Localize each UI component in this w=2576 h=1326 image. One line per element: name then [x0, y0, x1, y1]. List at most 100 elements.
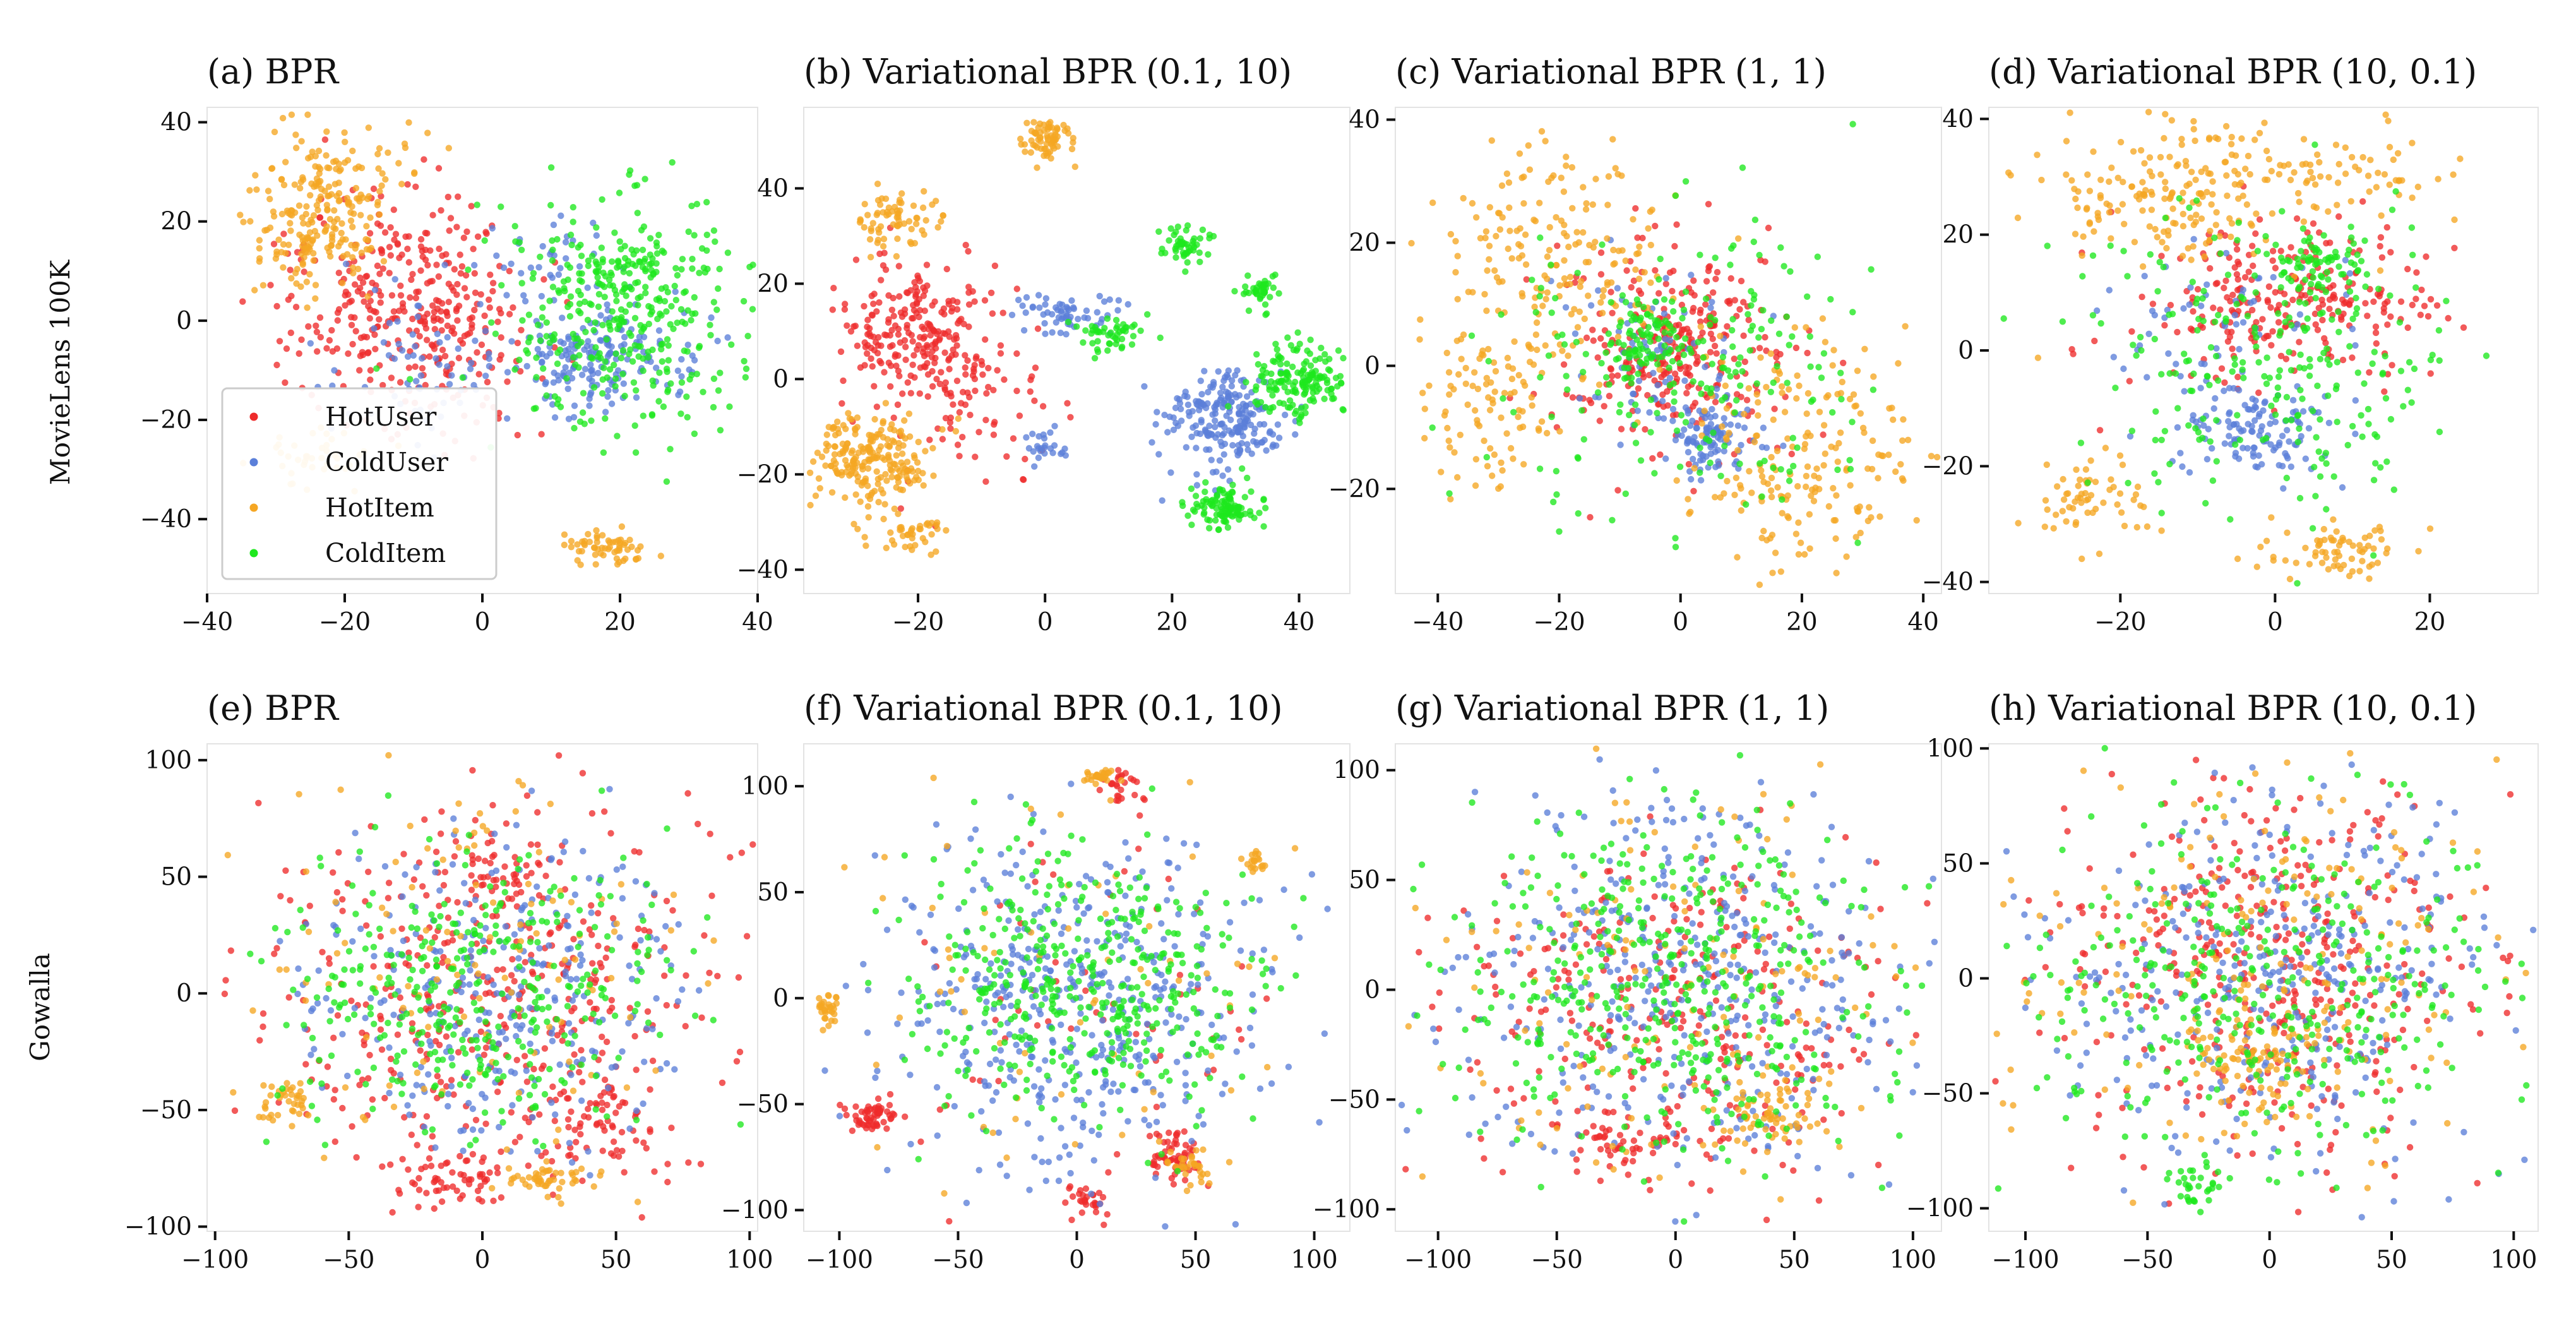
scatter-point [886, 343, 894, 350]
scatter-point [1216, 457, 1224, 464]
scatter-point [1496, 226, 1504, 233]
scatter-point [253, 186, 260, 193]
scatter-point [2144, 374, 2150, 381]
scatter-point [350, 210, 357, 217]
scatter-point [857, 498, 864, 505]
scatter-point [954, 320, 962, 327]
scatter-point [596, 350, 603, 357]
scatter-point [887, 466, 895, 473]
scatter-point [1499, 278, 1506, 285]
scatter-point [371, 331, 378, 338]
scatter-point [626, 301, 633, 308]
scatter-point [316, 314, 324, 321]
scatter-point [834, 418, 841, 426]
scatter-point [2382, 395, 2390, 402]
scatter-point [1689, 308, 1696, 315]
scatter-point [1913, 517, 1920, 524]
scatter-point [1703, 424, 1710, 431]
scatter-point [1580, 229, 1587, 236]
scatter-point [1902, 323, 1909, 330]
scatter-point [871, 415, 878, 423]
scatter-point [2090, 228, 2097, 235]
scatter-point [1868, 465, 1876, 473]
scatter-point [700, 388, 707, 395]
scatter-point [1861, 345, 1868, 352]
scatter-point [1029, 431, 1036, 438]
scatter-point [921, 325, 927, 333]
scatter-point [539, 242, 546, 250]
scatter-point [1709, 335, 1716, 342]
scatter-point [975, 429, 982, 436]
scatter-point [259, 282, 267, 289]
scatter-point [693, 371, 701, 378]
scatter-point [2126, 378, 2133, 385]
scatter-point [436, 245, 443, 253]
scatter-point [877, 223, 885, 230]
scatter-point [2227, 141, 2235, 148]
scatter-point [2233, 271, 2241, 278]
scatter-point [1609, 309, 1616, 316]
scatter-point [417, 372, 424, 379]
scatter-point [1031, 463, 1038, 470]
scatter-point [2221, 440, 2228, 447]
scatter-point [1666, 269, 1674, 276]
scatter-point [1768, 317, 1775, 324]
scatter-point [2089, 312, 2097, 319]
scatter-point [2203, 456, 2211, 463]
scatter-point [746, 263, 753, 270]
scatter-point [1820, 422, 1828, 429]
scatter-point [1615, 248, 1622, 254]
scatter-point [1498, 459, 1505, 466]
scatter-point [2259, 316, 2266, 323]
scatter-point [900, 442, 907, 449]
scatter-point [2179, 463, 2186, 470]
scatter-point [1825, 392, 1832, 399]
scatter-point [1751, 438, 1758, 446]
scatter-point [2296, 299, 2303, 306]
scatter-point [1615, 355, 1622, 362]
scatter-point [2362, 300, 2369, 307]
scatter-point [2409, 251, 2416, 258]
scatter-point [1408, 240, 1415, 247]
scatter-point [1561, 275, 1568, 282]
scatter-point [1270, 403, 1277, 411]
scatter-point [1707, 414, 1714, 421]
scatter-point [605, 320, 612, 326]
scatter-point [962, 352, 969, 359]
scatter-point [1599, 309, 1606, 316]
scatter-point [2297, 386, 2304, 393]
scatter-point [873, 434, 880, 441]
scatter-point [2213, 417, 2220, 424]
scatter-point [1242, 283, 1249, 290]
scatter-point [2376, 267, 2384, 274]
scatter-point [1822, 450, 1828, 457]
scatter-point [1486, 204, 1493, 211]
scatter-point [504, 415, 511, 422]
scatter-point [2268, 167, 2275, 175]
scatter-point [2372, 329, 2380, 337]
scatter-point [1535, 425, 1542, 432]
scatter-point [2243, 201, 2251, 208]
scatter-point [2241, 274, 2249, 281]
scatter-point [2339, 356, 2347, 364]
scatter-point [1254, 441, 1261, 448]
scatter-point [1661, 371, 1667, 378]
scatter-point [1225, 403, 1232, 410]
scatter-point [744, 333, 751, 340]
scatter-point [1485, 345, 1492, 353]
scatter-point [584, 316, 592, 323]
x-tick-label: 40 [1284, 608, 1315, 636]
scatter-point [1049, 329, 1056, 336]
scatter-point [2060, 496, 2068, 503]
scatter-point [2249, 242, 2256, 249]
scatter-point [1751, 217, 1759, 224]
scatter-point [546, 297, 553, 304]
scatter-point [1068, 145, 1076, 153]
scatter-point [2287, 244, 2294, 251]
scatter-point [439, 300, 446, 307]
scatter-point [636, 258, 643, 265]
scatter-point [622, 308, 629, 315]
scatter-point [2364, 313, 2371, 320]
scatter-point [920, 482, 927, 489]
scatter-point [1609, 136, 1616, 143]
